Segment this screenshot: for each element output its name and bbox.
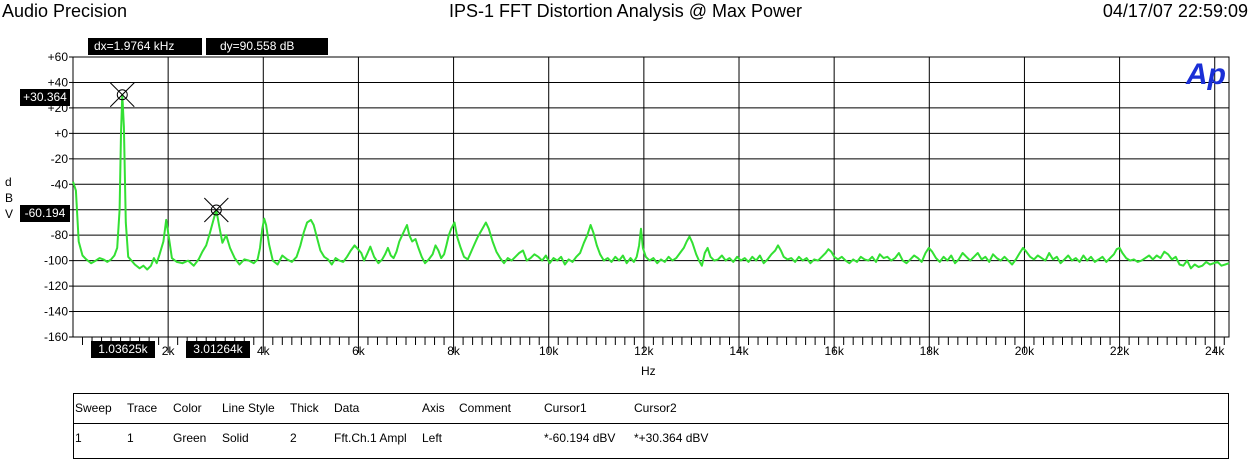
cursor2-y-readout: +30.364 [20,89,70,106]
y-tick-label: +0 [54,126,68,140]
y-tick-label: -120 [44,279,68,293]
ap-logo: Ap [1185,58,1226,91]
x-tick-label: 8k [447,344,461,358]
table-cell-trace: 1 [127,431,134,445]
table-cell-color: Green [173,431,207,445]
cursor2-marker-cross-b [109,82,135,108]
chart-title: IPS-1 FFT Distortion Analysis @ Max Powe… [448,1,803,21]
timestamp: 04/17/07 22:59:09 [1102,1,1248,21]
x-tick-label: 12k [634,344,654,358]
x-tick-label: 4k [257,344,271,358]
x-tick-label: 22k [1110,344,1130,358]
y-axis-label-d: d [5,175,12,189]
cursor-dy-readout: dy=90.558 dB [206,38,328,55]
y-tick-label: -160 [44,330,68,344]
x-tick-label: 24k [1205,344,1225,358]
table-header-color: Color [173,401,202,415]
table-cell-cursor2: *+30.364 dBV [634,431,709,445]
fft-trace [72,93,1230,271]
y-tick-label: -100 [44,254,68,268]
y-tick-label: -140 [44,305,68,319]
table-cell-axis: Left [422,431,443,445]
x-tick-label: 20k [1015,344,1035,358]
cursor1-y-readout: -60.194 [20,205,70,222]
brand-name: Audio Precision [2,1,128,21]
cursor1-x-readout: 1.03625k [91,341,155,358]
table-cell-line-style: Solid [222,431,249,445]
table-cell-sweep: 1 [75,431,82,445]
y-axis-label-v: V [5,207,14,221]
cursor2-marker-circle [116,89,128,101]
table-header-data: Data [334,401,360,415]
x-tick-label: 18k [920,344,940,358]
x-tick-label: 16k [824,344,844,358]
y-tick-label: +60 [48,50,69,64]
cursor1-marker-cross-b [203,197,229,223]
y-axis-label-b: B [5,191,14,205]
y-tick-label: -20 [51,152,69,166]
x-tick-label: 2k [162,344,176,358]
table-header-cursor2: Cursor2 [634,401,677,415]
table-header-cursor1: Cursor1 [544,401,587,415]
table-cell-data: Fft.Ch.1 Ampl [334,431,407,445]
trace-table: Sweep Trace Color Line Style Thick Data … [73,393,1229,459]
y-tick-label: +40 [48,75,69,89]
table-header-comment: Comment [459,401,512,415]
table-header-thick: Thick [290,401,319,415]
table-header-sweep: Sweep [75,401,112,415]
x-tick-label: 14k [729,344,749,358]
table-header-line-style: Line Style [222,401,275,415]
table-header-axis: Axis [422,401,445,415]
table-divider [74,423,1228,424]
cursor-dx-readout: dx=1.9764 kHz [88,38,202,55]
y-tick-label: -80 [51,228,69,242]
cursor2-x-readout: 3.01264k [186,341,250,358]
plot-frame [72,56,1230,338]
table-header-trace: Trace [127,401,158,415]
x-tick-label: 10k [539,344,559,358]
x-axis-label: Hz [641,364,656,378]
table-cell-thick: 2 [290,431,297,445]
x-tick-label: 6k [352,344,366,358]
cursor1-marker-circle [210,204,222,216]
y-tick-label: -40 [51,177,69,191]
table-cell-cursor1: *-60.194 dBV [544,431,616,445]
